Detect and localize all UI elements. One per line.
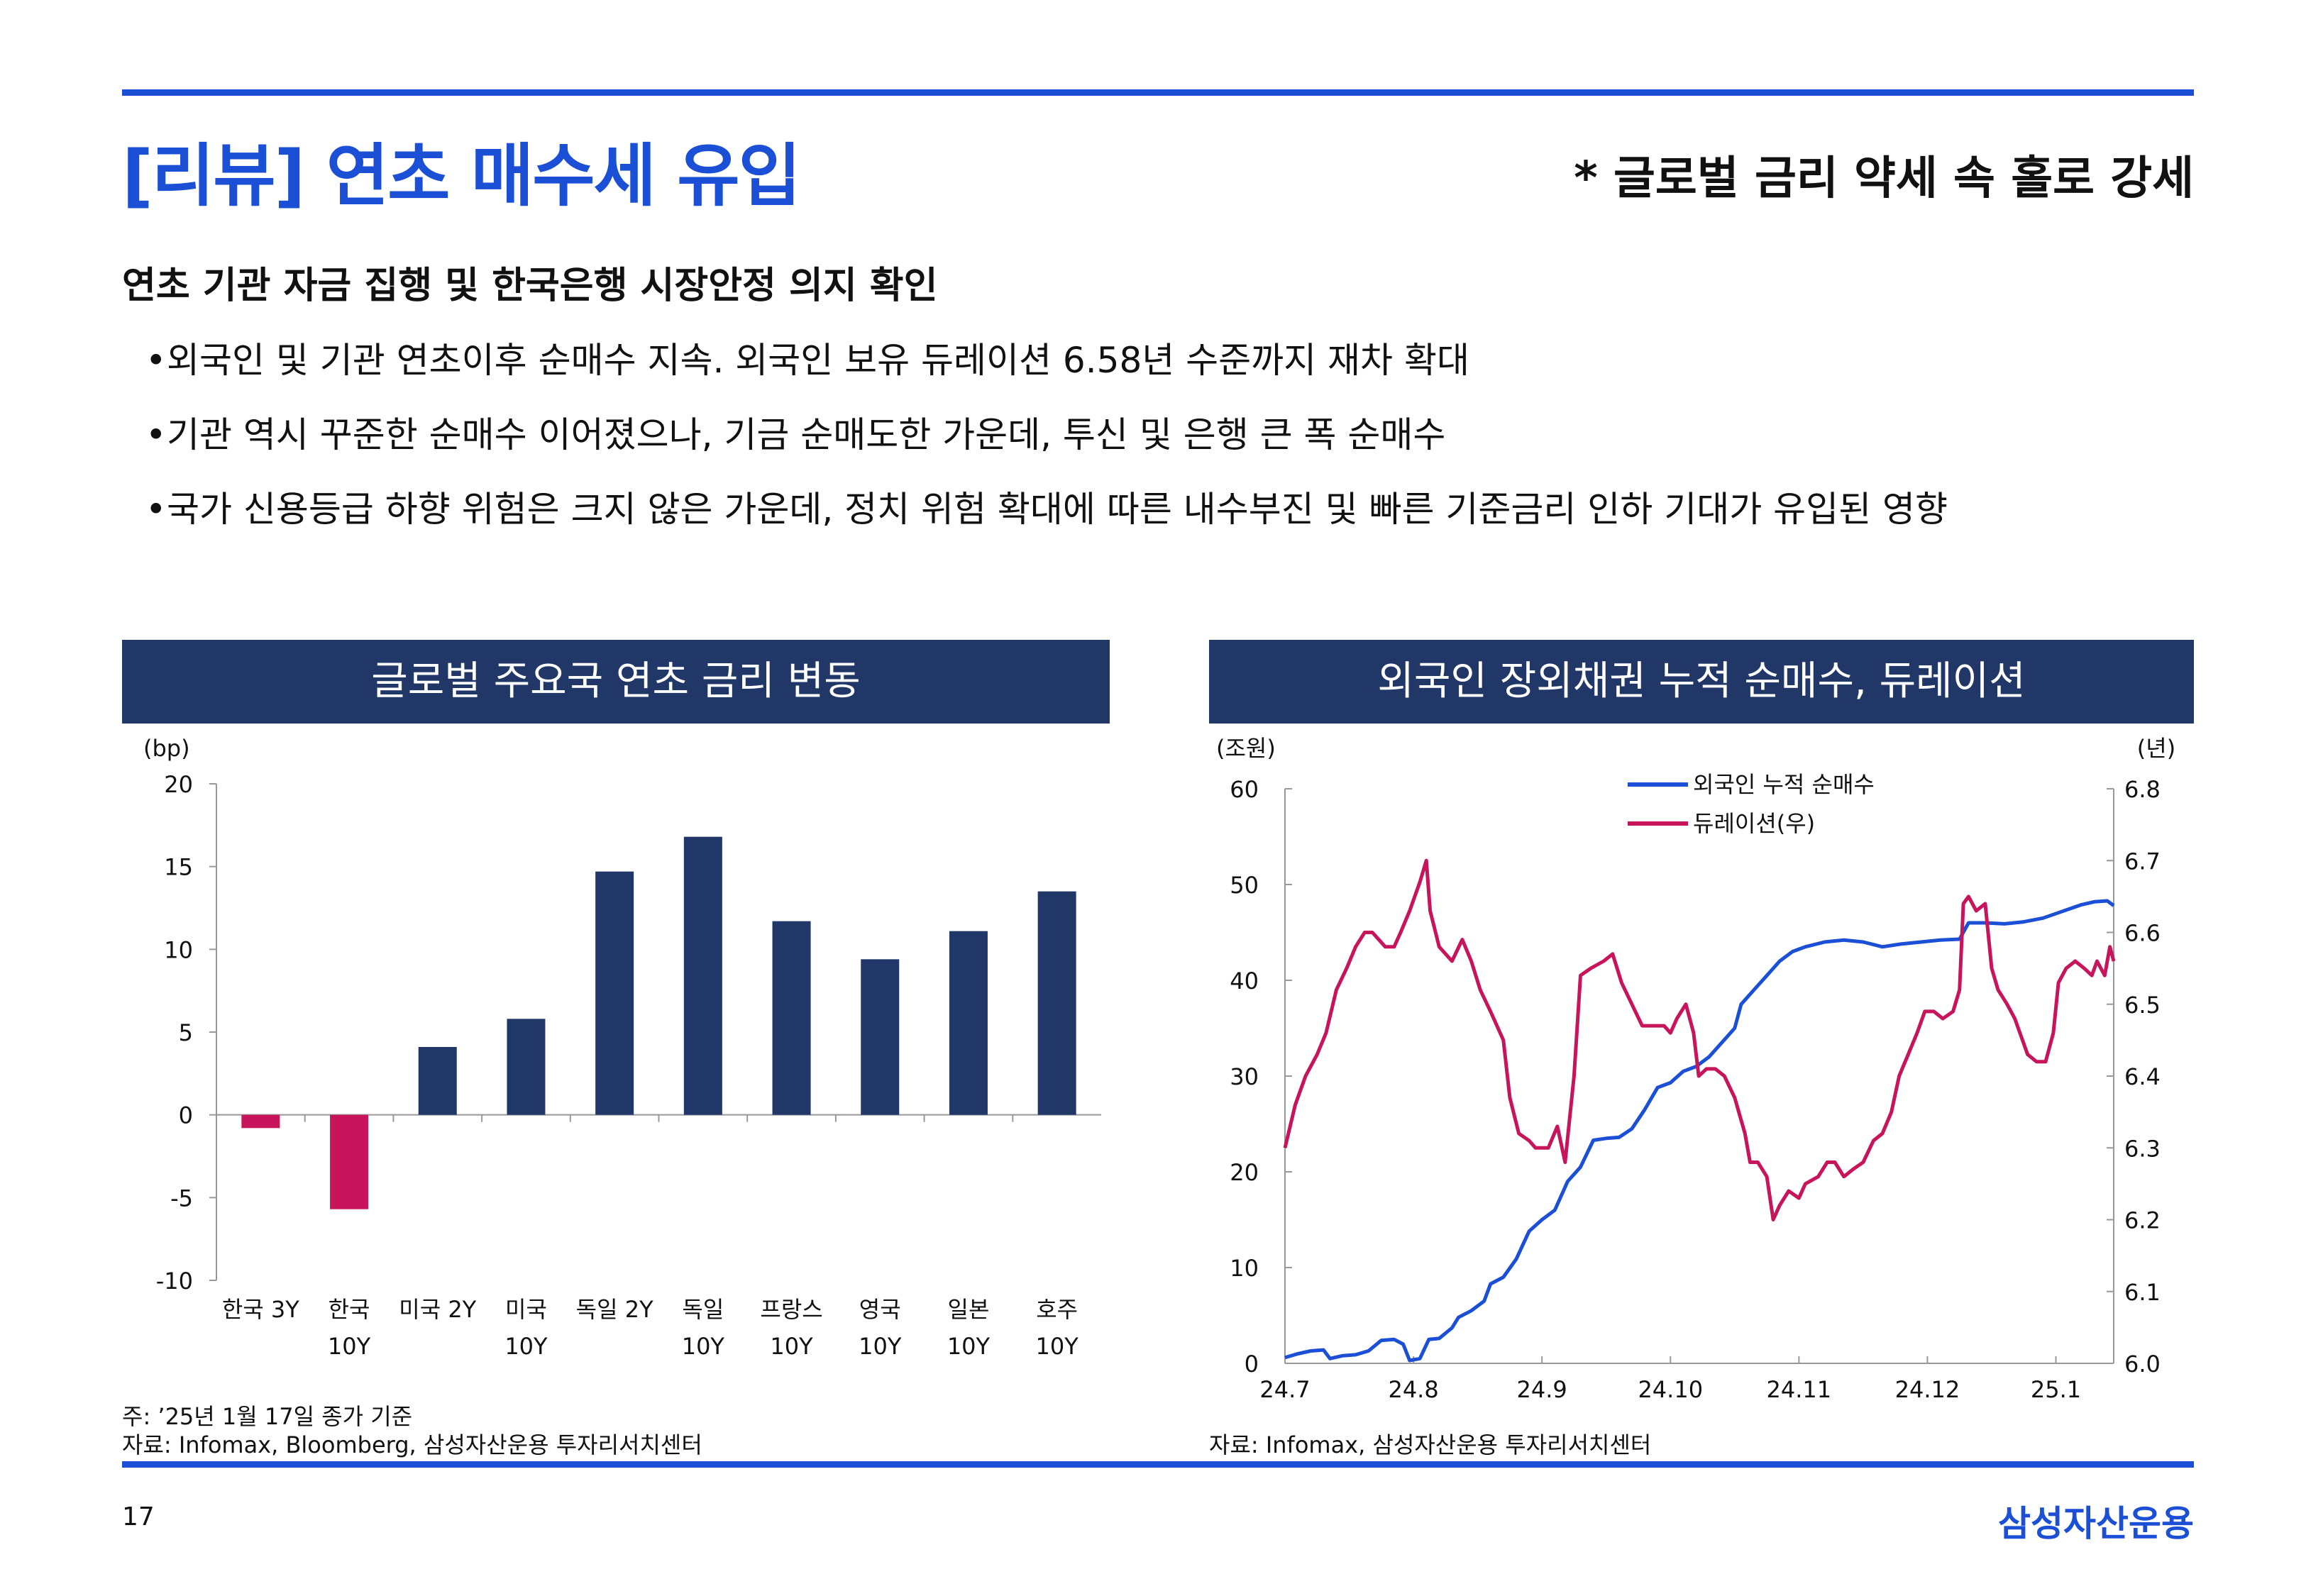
line-chart: (조원) (년) 60 50 40 30 20 10 0 6.8 6.7 6.6 6.5 6.4 6.3 6.… — [1216, 735, 2175, 1403]
left-tick-label: 30 — [1230, 1063, 1259, 1090]
bar — [861, 959, 900, 1115]
left-tick-label: 50 — [1230, 872, 1259, 899]
left-tick-label: 0 — [1245, 1351, 1259, 1378]
y-tick-label: 5 — [179, 1019, 193, 1046]
x-tick-label: 미국 — [505, 1296, 547, 1323]
x-tick-label: 한국 — [329, 1296, 370, 1323]
left-chart-heading: 글로벌 주요국 연초 금리 변동 — [122, 640, 1110, 724]
left-tick-label: 40 — [1230, 968, 1259, 994]
legend-label: 외국인 누적 순매수 — [1693, 771, 1875, 798]
bullet-symbol: • — [145, 340, 167, 381]
y-tick-label: -10 — [156, 1268, 193, 1295]
bar — [1037, 891, 1076, 1115]
lead-heading: 연초 기관 자금 집행 및 한국은행 시장안정 의지 확인 — [122, 265, 938, 307]
x-tick-label: 24.10 — [1638, 1376, 1703, 1403]
bullet-text: 국가 신용등급 하향 위험은 크지 않은 가운데, 정치 위험 확대에 따른 내… — [167, 489, 1948, 530]
x-tick-label: 24.11 — [1767, 1376, 1832, 1403]
x-tick-label: 독일 2Y — [576, 1296, 653, 1323]
left-axis-unit: (조원) — [1216, 735, 1276, 762]
brand-logo-text: 삼성자산운용 — [1998, 1503, 2194, 1544]
x-tick-label: 일본 — [948, 1296, 990, 1323]
bar-chart: (bp) 20 15 10 5 0 -5 -10 한국 3Y 한국 10Y 미국 2Y 미국 10Y 독일 … — [143, 735, 1101, 1360]
bullet-item-1: •외국인 및 기관 연초이후 순매수 지속. 외국인 보유 듀레이션 6.58년… — [145, 332, 1469, 383]
x-tick-label: 24.12 — [1895, 1376, 1960, 1403]
bullet-item-2: •기관 역시 꾸준한 순매수 이어졌으나, 기금 순매도한 가운데, 투신 및 … — [145, 406, 1445, 458]
bar — [418, 1047, 457, 1115]
x-tick-label: 한국 3Y — [222, 1296, 299, 1323]
right-tick-label: 6.8 — [2124, 776, 2161, 803]
x-tick-label: 독일 — [682, 1296, 724, 1323]
bar — [949, 931, 988, 1115]
right-tick-label: 6.2 — [2124, 1207, 2161, 1234]
x-tick-label: 10Y — [859, 1333, 902, 1360]
x-tick-label: 10Y — [328, 1333, 371, 1360]
series-line-net-buying — [1284, 899, 2115, 1363]
bullet-symbol: • — [145, 414, 167, 455]
x-tick-label: 25.1 — [2031, 1376, 2081, 1403]
left-tick-label: 10 — [1230, 1255, 1259, 1282]
bar — [241, 1114, 280, 1129]
x-tick-label: 호주 — [1036, 1296, 1078, 1323]
bar — [507, 1019, 546, 1115]
page-subtitle: * 글로벌 금리 약세 속 홀로 강세 — [1574, 153, 2194, 205]
bar — [595, 871, 634, 1115]
y-tick-label: 20 — [164, 771, 193, 798]
bullet-text: 외국인 및 기관 연초이후 순매수 지속. 외국인 보유 듀레이션 6.58년 … — [167, 340, 1469, 381]
y-tick-label: 15 — [164, 854, 193, 881]
y-tick-label: 10 — [164, 936, 193, 963]
right-tick-label: 6.6 — [2124, 920, 2161, 947]
left-chart-note: 주: ’25년 1월 17일 종가 기준 — [122, 1403, 413, 1430]
page-title: [리뷰] 연초 매수세 유입 — [122, 136, 801, 216]
right-tick-label: 6.5 — [2124, 992, 2161, 1019]
right-chart-source: 자료: Infomax, 삼성자산운용 투자리서치센터 — [1209, 1431, 1652, 1458]
right-tick-label: 6.3 — [2124, 1135, 2161, 1162]
right-tick-label: 6.0 — [2124, 1351, 2161, 1378]
x-tick-label: 24.8 — [1388, 1376, 1438, 1403]
right-tick-label: 6.7 — [2124, 848, 2161, 875]
bullet-text: 기관 역시 꾸준한 순매수 이어졌으나, 기금 순매도한 가운데, 투신 및 은… — [167, 414, 1446, 455]
y-axis-unit: (bp) — [143, 735, 190, 762]
x-tick-label: 10Y — [504, 1333, 548, 1360]
bar — [330, 1114, 369, 1209]
page-number: 17 — [122, 1502, 155, 1531]
x-tick-label: 24.7 — [1259, 1376, 1310, 1403]
bar — [683, 836, 722, 1115]
x-tick-label: 10Y — [682, 1333, 725, 1360]
right-tick-label: 6.1 — [2124, 1279, 2161, 1306]
left-chart-source: 자료: Infomax, Bloomberg, 삼성자산운용 투자리서치센터 — [122, 1431, 702, 1458]
bottom-rule — [122, 1461, 2194, 1468]
bullet-symbol: • — [145, 489, 167, 530]
y-tick-label: 0 — [179, 1102, 193, 1129]
left-tick-label: 20 — [1230, 1159, 1259, 1186]
top-rule — [122, 89, 2194, 96]
x-tick-label: 프랑스 — [760, 1296, 822, 1323]
x-tick-label: 10Y — [770, 1333, 813, 1360]
left-tick-label: 60 — [1230, 776, 1259, 803]
y-tick-label: -5 — [170, 1185, 193, 1212]
right-tick-label: 6.4 — [2124, 1063, 2161, 1090]
bar — [772, 921, 811, 1115]
x-tick-label: 24.9 — [1517, 1376, 1567, 1403]
x-tick-label: 미국 2Y — [399, 1296, 476, 1323]
x-tick-label: 10Y — [1036, 1333, 1079, 1360]
legend-label: 듀레이션(우) — [1693, 810, 1815, 837]
bullet-item-3: •국가 신용등급 하향 위험은 크지 않은 가운데, 정치 위험 확대에 따른 … — [145, 481, 1948, 532]
series-line-duration — [1283, 858, 2116, 1221]
x-tick-label: 영국 — [859, 1296, 901, 1323]
right-axis-unit: (년) — [2137, 735, 2175, 762]
x-tick-label: 10Y — [947, 1333, 991, 1360]
right-chart-heading: 외국인 장외채권 누적 순매수, 듀레이션 — [1209, 640, 2194, 724]
